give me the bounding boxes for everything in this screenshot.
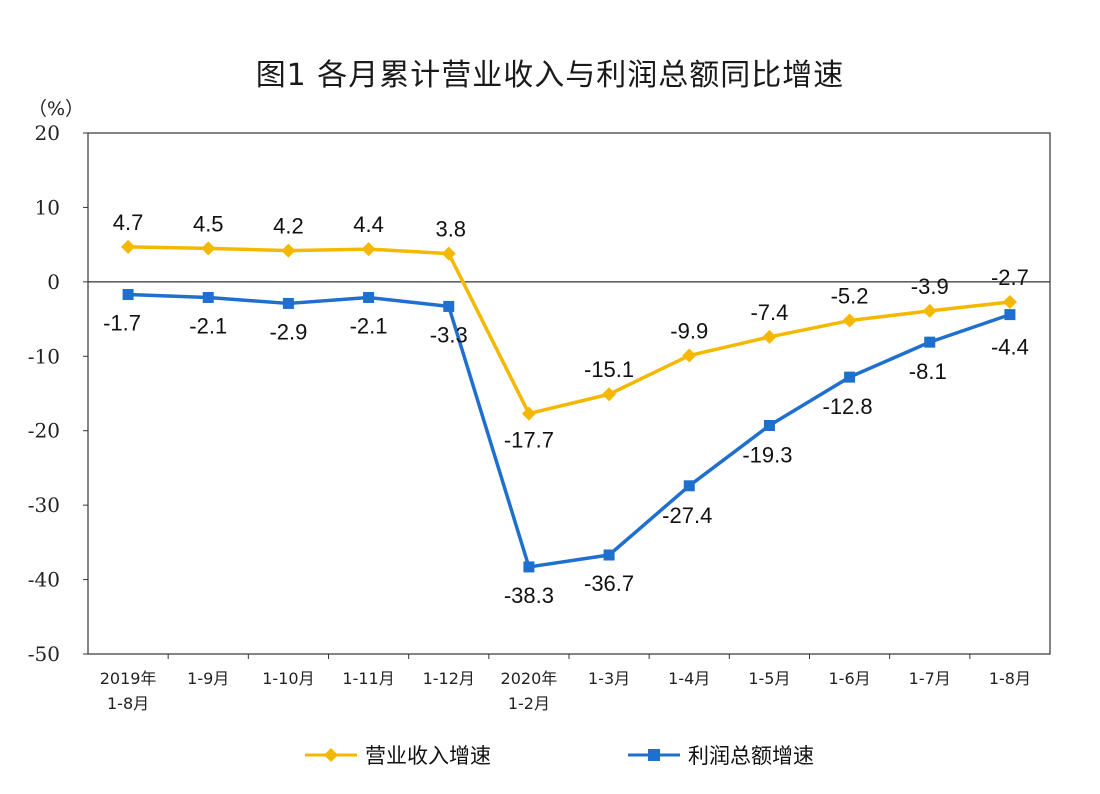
x-tick-label: 2019年 1-8月 <box>100 669 157 713</box>
data-point <box>922 303 937 318</box>
y-tick-label: 10 <box>35 195 60 219</box>
y-tick-label: -10 <box>28 344 60 368</box>
y-tick-label: 20 <box>35 121 60 145</box>
legend: 营业收入增速 利润总额增速 <box>0 740 1100 780</box>
data-label-revenue: 4.4 <box>353 212 384 237</box>
data-label-revenue: 4.7 <box>113 210 144 235</box>
legend-revenue-label: 营业收入增速 <box>365 744 491 768</box>
legend-item-profit: 利润总额增速 <box>628 740 814 770</box>
data-label-revenue: 4.2 <box>273 214 304 239</box>
data-point <box>682 348 697 363</box>
data-point <box>924 336 936 348</box>
x-tick-label: 1-5月 <box>748 669 790 688</box>
chart-title: 图1 各月累计营业收入与利润总额同比增速 <box>255 58 845 93</box>
data-point <box>603 549 615 561</box>
data-point <box>282 297 294 309</box>
y-tick-label: 0 <box>47 270 60 294</box>
data-point <box>842 313 857 328</box>
x-tick-label: 1-10月 <box>262 669 314 688</box>
data-point <box>363 291 375 303</box>
data-label-profit: -36.7 <box>584 571 634 596</box>
data-point <box>844 371 856 383</box>
y-tick-label: -30 <box>28 493 60 517</box>
y-tick-label: -40 <box>28 568 60 592</box>
legend-profit-label: 利润总额增速 <box>688 744 814 768</box>
data-label-revenue: -5.2 <box>831 284 869 309</box>
data-point <box>1002 294 1017 309</box>
data-label-profit: -19.3 <box>742 443 792 468</box>
x-tick-label: 1-7月 <box>909 669 951 688</box>
x-tick-label: 1-6月 <box>829 669 871 688</box>
data-label-profit: -4.4 <box>991 335 1029 360</box>
data-point <box>683 480 695 492</box>
x-tick-label: 1-8月 <box>989 669 1031 688</box>
data-point <box>361 242 376 257</box>
data-point <box>762 329 777 344</box>
data-label-profit: -38.3 <box>504 583 554 608</box>
data-point <box>443 300 455 312</box>
data-point <box>121 239 136 254</box>
legend-revenue-marker-icon <box>305 748 357 762</box>
data-label-revenue: 4.5 <box>193 211 224 236</box>
data-label-revenue: -2.7 <box>991 265 1029 290</box>
series-line-revenue <box>128 245 1011 416</box>
data-point <box>521 406 536 421</box>
plot-area-frame <box>87 132 1051 655</box>
y-tick-label: -20 <box>28 419 60 443</box>
data-label-profit: -1.7 <box>103 311 141 336</box>
data-label-profit: -27.4 <box>662 503 712 528</box>
data-label-revenue: -17.7 <box>504 428 554 453</box>
data-label-profit: -3.3 <box>430 322 468 347</box>
data-point <box>281 243 296 258</box>
data-label-revenue: -9.9 <box>670 319 708 344</box>
legend-item-revenue: 营业收入增速 <box>305 740 491 770</box>
y-axis-unit: （%） <box>28 98 85 120</box>
data-label-revenue: -15.1 <box>584 357 634 382</box>
data-point <box>201 241 216 256</box>
data-point <box>763 420 775 432</box>
data-point <box>202 291 214 303</box>
data-label-revenue: -7.4 <box>750 300 788 325</box>
legend-profit-marker-icon <box>628 749 680 761</box>
data-label-profit: -2.9 <box>269 319 307 344</box>
x-tick-label: 1-12月 <box>423 669 475 688</box>
data-label-profit: -2.1 <box>350 313 388 338</box>
data-point <box>602 387 617 402</box>
data-label-profit: -2.1 <box>189 313 227 338</box>
line-chart: 20 10 0 -10 -20 -30 -40 -50 2019年 1-8月 1-9月 1-10月 1-… <box>28 121 1051 713</box>
data-point <box>122 289 134 301</box>
data-label-revenue: 3.8 <box>435 217 466 242</box>
data-label-profit: -8.1 <box>909 359 947 384</box>
x-tick-label: 1-9月 <box>187 669 229 688</box>
data-point <box>441 246 456 261</box>
data-label-revenue: -3.9 <box>911 274 949 299</box>
series-line-profit <box>128 292 1011 569</box>
x-tick-label: 2020年 1-2月 <box>501 669 558 713</box>
data-label-profit: -12.8 <box>823 394 873 419</box>
y-tick-label: -50 <box>28 642 60 666</box>
data-point <box>1004 309 1016 321</box>
data-point <box>523 561 535 573</box>
x-tick-label: 1-4月 <box>668 669 710 688</box>
x-tick-label: 1-11月 <box>342 669 394 688</box>
x-tick-label: 1-3月 <box>588 669 630 688</box>
